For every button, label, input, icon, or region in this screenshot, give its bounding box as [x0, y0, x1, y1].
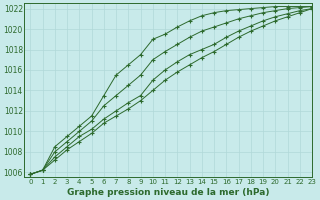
X-axis label: Graphe pression niveau de la mer (hPa): Graphe pression niveau de la mer (hPa) [67, 188, 269, 197]
